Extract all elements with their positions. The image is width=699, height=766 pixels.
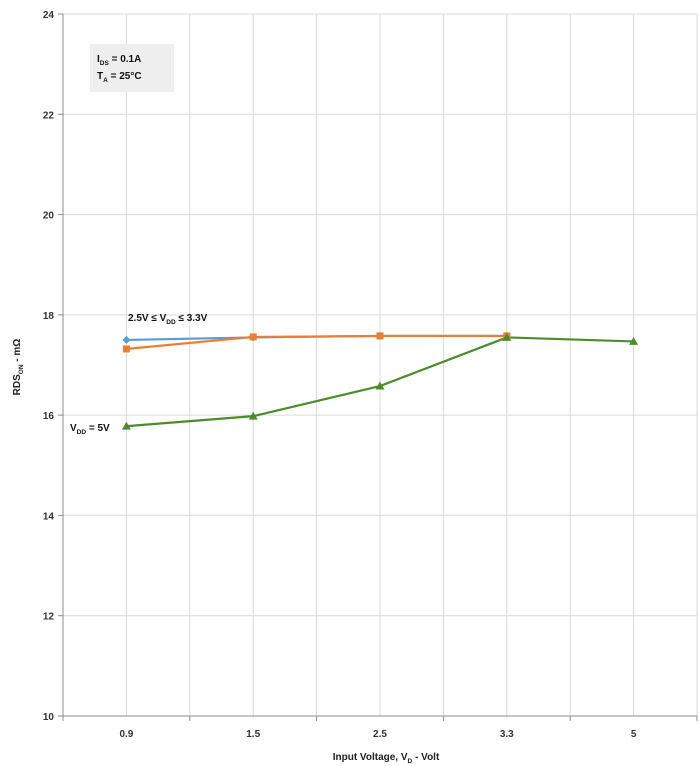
series-3-marker: [121, 421, 131, 430]
series-1-marker: [122, 335, 131, 344]
y-tick-label: 24: [43, 10, 55, 21]
series-2-marker: [376, 332, 384, 340]
y-tick-labels: 10 12 14 16 18 20 22 24: [43, 10, 55, 723]
series-3-marker: [502, 332, 512, 341]
series-3-marker: [248, 411, 258, 420]
x-tick-label: 0.9: [119, 729, 133, 740]
series-2-line: [126, 334, 507, 351]
y-tick-label: 20: [43, 211, 55, 222]
series-markers: [121, 331, 639, 430]
x-axis-title: Input Voltage, VD - Volt: [333, 752, 440, 765]
y-tick-label: 10: [43, 712, 55, 723]
ta-condition-label: TA = 25°C: [97, 71, 142, 84]
vdd5-series-label: VDD = 5V: [70, 423, 110, 436]
x-tick-label: 1.5: [246, 729, 260, 740]
ids-condition-label: IDS = 0.1A: [97, 54, 141, 67]
x-tick-label: 3.3: [500, 729, 514, 740]
x-tick-label: 5: [631, 729, 637, 740]
y-tick-label: 16: [43, 411, 55, 422]
y-axis-title: RDSON - mΩ: [12, 339, 25, 396]
series-3-marker: [629, 336, 639, 345]
range-series-label: 2.5V ≤ VDD ≤ 3.3V: [128, 313, 208, 326]
x-tick-labels: 0.9 1.5 2.5 3.3 5: [119, 729, 636, 740]
series-2-marker: [249, 333, 257, 341]
series-2-marker: [122, 345, 130, 353]
y-tick-label: 18: [43, 311, 55, 322]
y-tick-label: 22: [43, 110, 55, 121]
x-tick-label: 2.5: [373, 729, 387, 740]
y-tick-label: 14: [43, 511, 55, 522]
conditions-box: [90, 44, 174, 92]
series-3-marker: [375, 381, 385, 390]
axes: [58, 13, 698, 721]
y-tick-label: 12: [43, 612, 55, 623]
